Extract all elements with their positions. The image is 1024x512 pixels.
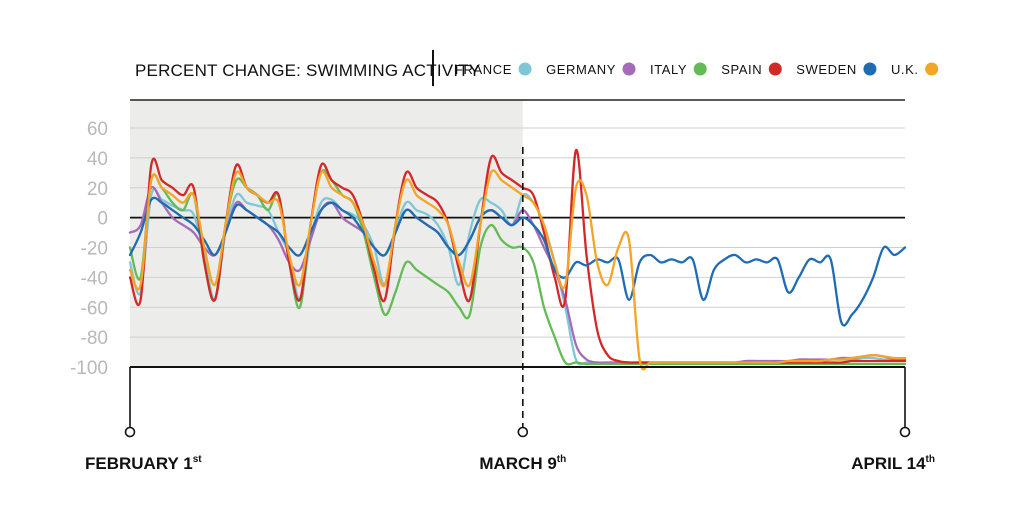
y-tick-label: 60 (87, 119, 108, 140)
legend-swatch (768, 62, 782, 76)
legend-swatch (622, 62, 636, 76)
y-tick-label: -100 (70, 358, 108, 379)
y-tick-label: -60 (81, 298, 108, 319)
series-line-u-k (128, 169, 907, 371)
legend-label: SPAIN (721, 62, 762, 77)
legend-label: U.K. (891, 62, 919, 77)
legend-label: SWEDEN (796, 62, 857, 77)
y-axis-ticks: 60 40 20 0 -20 -40 -60 -80 -100 (70, 119, 108, 379)
series-lines (128, 149, 907, 371)
y-tick-label: -20 (81, 239, 108, 260)
x-tick-marker (124, 426, 136, 438)
chart-title: PERCENT CHANGE: SWIMMING ACTIVITY (135, 61, 480, 80)
legend: FRANCE GERMANY ITALY SPAIN SWEDEN U.K. (455, 62, 939, 77)
legend-swatch (925, 62, 939, 76)
series-line-sweden (128, 196, 907, 327)
x-tick-marker (517, 426, 529, 438)
x-axis-ticks: FEBRUARY 1st MARCH 9th APRIL 14th (85, 454, 935, 473)
axes (124, 147, 911, 438)
x-tick-label: APRIL 14th (851, 454, 935, 473)
legend-swatch (518, 62, 532, 76)
x-tick-marker (899, 426, 911, 438)
y-tick-label: 0 (97, 209, 108, 230)
x-tick-label: MARCH 9th (479, 454, 566, 473)
legend-label: GERMANY (546, 62, 616, 77)
shaded-period (130, 100, 523, 367)
legend-swatch (863, 62, 877, 76)
legend-label: ITALY (650, 62, 687, 77)
y-tick-label: -80 (81, 328, 108, 349)
y-tick-label: 20 (87, 179, 108, 200)
y-tick-label: -40 (81, 268, 108, 289)
y-tick-label: 40 (87, 149, 108, 170)
legend-swatch (693, 62, 707, 76)
legend-label: FRANCE (455, 62, 512, 77)
x-tick-label: FEBRUARY 1st (85, 454, 202, 473)
